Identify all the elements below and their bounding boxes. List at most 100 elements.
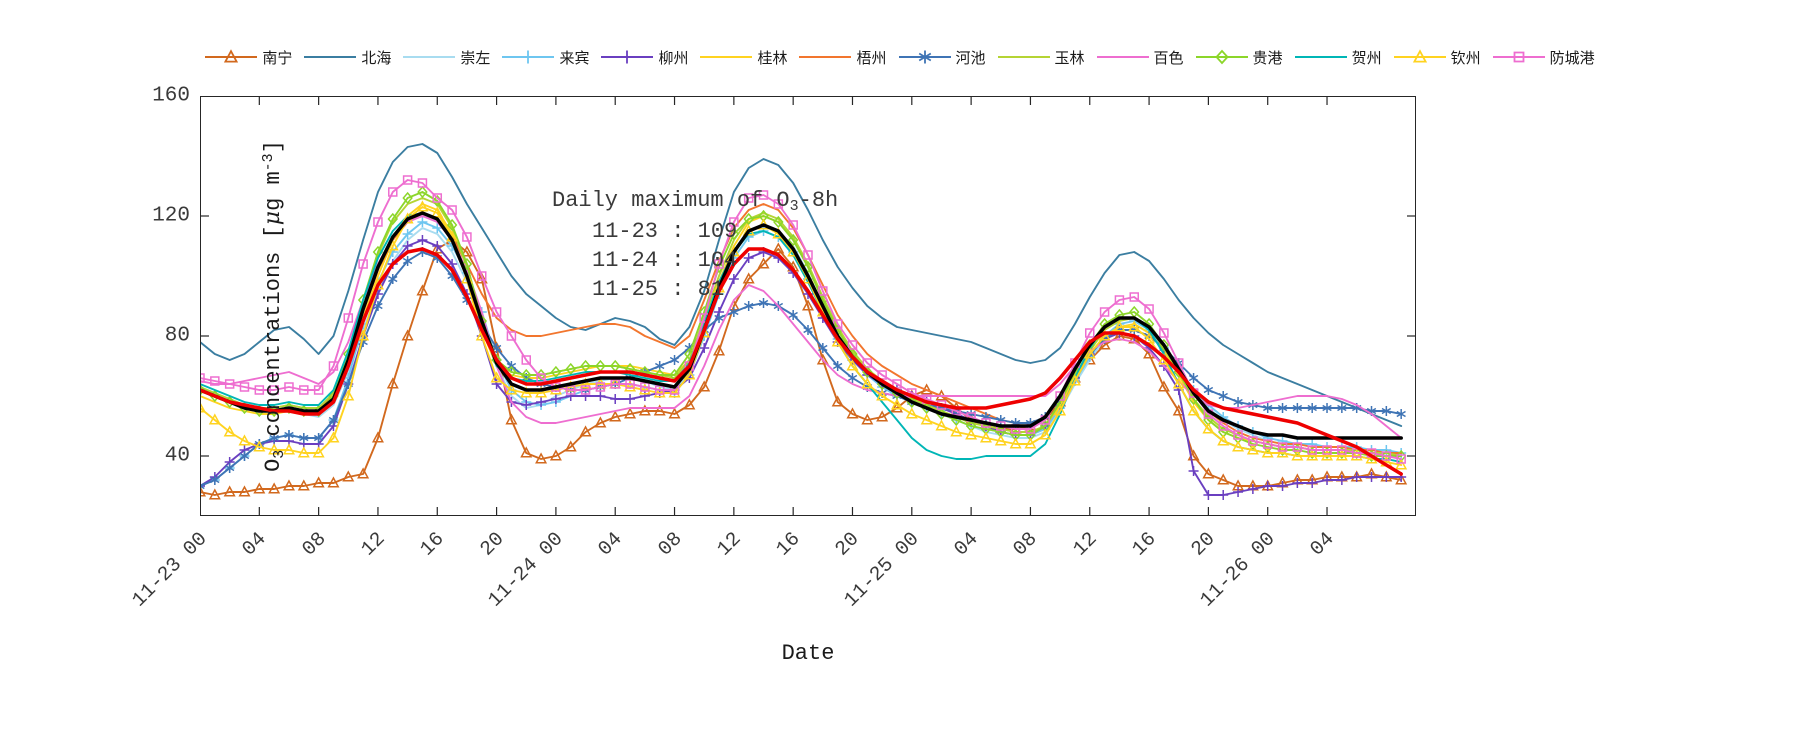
data-point-marker	[1203, 490, 1214, 500]
data-point-marker	[1395, 473, 1408, 485]
data-point-marker	[698, 380, 711, 392]
legend-item[interactable]: 南宁	[205, 47, 292, 68]
data-point-marker	[402, 256, 413, 266]
legend-item[interactable]: 桂林	[700, 47, 787, 68]
data-point-marker	[653, 404, 666, 416]
legend-item[interactable]: 贵港	[1195, 47, 1283, 68]
data-point-marker	[788, 310, 798, 320]
data-point-marker	[460, 245, 473, 257]
data-point-marker	[1351, 472, 1362, 482]
data-point-marker	[520, 386, 533, 398]
data-point-marker	[461, 257, 473, 271]
data-point-marker	[699, 343, 710, 353]
data-point-marker	[282, 443, 295, 455]
data-point-marker	[1143, 332, 1156, 344]
legend-label: 北海	[361, 48, 392, 67]
data-point-marker	[624, 407, 637, 419]
data-point-marker	[565, 385, 576, 395]
legend-item[interactable]: 北海	[304, 47, 391, 68]
x-tick-label: 11-23 00	[128, 528, 213, 613]
legend-item[interactable]: 柳州	[601, 47, 688, 68]
data-point-marker	[787, 233, 799, 247]
data-point-marker	[358, 259, 368, 269]
data-point-marker	[253, 482, 266, 494]
data-point-marker	[446, 218, 458, 232]
legend-item[interactable]: 梧州	[799, 47, 887, 68]
data-point-marker	[1247, 484, 1258, 494]
x-tick-label: 12	[356, 528, 391, 562]
series-canvas	[200, 96, 1416, 516]
data-point-marker	[491, 307, 502, 317]
data-point-marker	[668, 386, 681, 398]
legend-label: 百色	[1153, 48, 1184, 67]
y-tick-label: 40	[164, 444, 190, 468]
data-point-marker	[1172, 377, 1185, 389]
data-point-marker	[1188, 466, 1199, 476]
data-point-marker	[743, 212, 754, 226]
data-point-marker	[491, 379, 502, 389]
legend-item[interactable]: 河池	[898, 47, 986, 68]
data-point-marker	[653, 386, 666, 398]
data-point-marker	[373, 301, 383, 311]
data-point-marker	[625, 394, 636, 404]
data-point-marker	[254, 385, 265, 395]
legend-symbol	[502, 49, 555, 65]
data-point-marker	[268, 443, 281, 455]
data-point-marker	[832, 361, 843, 371]
data-point-marker	[772, 242, 785, 254]
data-point-marker	[1128, 320, 1141, 332]
data-point-marker	[373, 217, 383, 227]
data-point-marker	[1307, 403, 1317, 413]
data-point-marker	[342, 470, 355, 482]
legend-symbol	[1195, 49, 1248, 65]
series-markers	[200, 175, 1406, 464]
series-line	[200, 143, 1403, 427]
data-point-marker	[343, 313, 354, 323]
data-point-marker	[1321, 446, 1333, 460]
data-point-marker	[862, 358, 873, 368]
legend-item[interactable]: 玉林	[997, 47, 1085, 68]
data-point-marker	[579, 377, 592, 389]
data-point-marker	[224, 463, 235, 473]
data-point-marker	[1381, 472, 1392, 482]
data-point-marker	[417, 217, 428, 227]
legend-label: 防城港	[1549, 48, 1595, 67]
data-point-marker	[432, 241, 443, 251]
data-point-marker	[327, 431, 340, 443]
data-point-marker	[1335, 449, 1348, 461]
data-point-marker	[388, 187, 398, 197]
data-point-marker	[1306, 446, 1318, 460]
data-point-marker	[579, 425, 592, 437]
x-axis-label: Date	[781, 641, 835, 666]
x-tick-label: 12	[712, 528, 747, 562]
data-point-marker	[1113, 320, 1126, 332]
data-point-marker	[905, 407, 918, 419]
data-point-marker	[1159, 328, 1169, 338]
legend-item[interactable]: 钦州	[1393, 47, 1481, 68]
data-point-marker	[654, 368, 665, 382]
data-point-marker	[284, 430, 294, 440]
data-point-marker	[714, 313, 724, 323]
data-point-marker	[284, 382, 294, 392]
data-point-marker	[876, 410, 889, 422]
data-point-marker	[1232, 440, 1245, 452]
data-point-marker	[729, 217, 739, 227]
legend-item[interactable]: 贺州	[1294, 47, 1382, 68]
data-point-marker	[1233, 397, 1243, 407]
legend-label: 贺州	[1351, 48, 1382, 67]
data-point-marker	[877, 370, 887, 380]
x-tick-label: 04	[594, 528, 628, 562]
data-point-marker	[580, 359, 591, 373]
asterisk-marker-icon	[918, 50, 931, 64]
data-point-marker	[1217, 434, 1230, 446]
legend-item[interactable]: 来宾	[502, 47, 589, 68]
data-point-marker	[402, 175, 413, 185]
data-point-marker	[965, 428, 978, 440]
legend-item[interactable]: 百色	[1096, 47, 1184, 68]
data-point-marker	[208, 413, 221, 425]
data-point-marker	[417, 178, 428, 188]
data-point-marker	[386, 377, 399, 389]
legend-item[interactable]: 防城港	[1492, 47, 1595, 68]
data-point-marker	[447, 259, 458, 269]
legend-item[interactable]: 崇左	[403, 47, 490, 68]
